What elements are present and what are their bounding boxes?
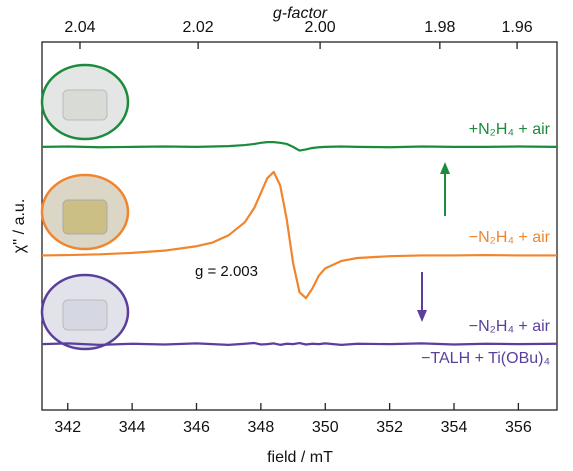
x-tick-label: 348 xyxy=(248,419,275,436)
annotation: −TALH + Ti(OBu)₄ xyxy=(421,350,550,367)
chart: g-factor field / mT χ'' / a.u. +N₂H₄ + a… xyxy=(0,0,573,471)
vial-glass xyxy=(63,300,107,330)
y-axis-title: χ'' / a.u. xyxy=(11,199,28,254)
series-label: −N₂H₄ + air xyxy=(469,318,551,335)
x2-tick-label: 2.00 xyxy=(305,19,336,36)
series-label: −N₂H₄ + air xyxy=(469,229,551,246)
series-line xyxy=(42,142,557,150)
x-tick-label: 352 xyxy=(376,419,403,436)
x-tick-label: 344 xyxy=(119,419,146,436)
annotation: g = 2.003 xyxy=(195,263,258,280)
x2-tick-label: 2.04 xyxy=(64,19,95,36)
x-tick-label: 350 xyxy=(312,419,339,436)
arrow-head xyxy=(440,162,450,174)
x2-tick-label: 2.02 xyxy=(183,19,214,36)
arrow-head xyxy=(417,310,427,322)
x-tick-label: 356 xyxy=(505,419,532,436)
arrows xyxy=(417,162,450,322)
x2-tick-label: 1.96 xyxy=(502,19,533,36)
x-tick-label: 354 xyxy=(441,419,468,436)
vials xyxy=(42,65,128,349)
series-label: +N₂H₄ + air xyxy=(469,121,551,138)
x2-tick-label: 1.98 xyxy=(424,19,455,36)
x-axis-title: field / mT xyxy=(267,449,333,466)
vial-glass xyxy=(63,90,107,120)
series-line xyxy=(42,343,557,345)
x-tick-label: 346 xyxy=(183,419,210,436)
vial-glass xyxy=(63,200,107,234)
page: g-factor field / mT χ'' / a.u. +N₂H₄ + a… xyxy=(0,0,573,471)
x-tick-label: 342 xyxy=(54,419,81,436)
